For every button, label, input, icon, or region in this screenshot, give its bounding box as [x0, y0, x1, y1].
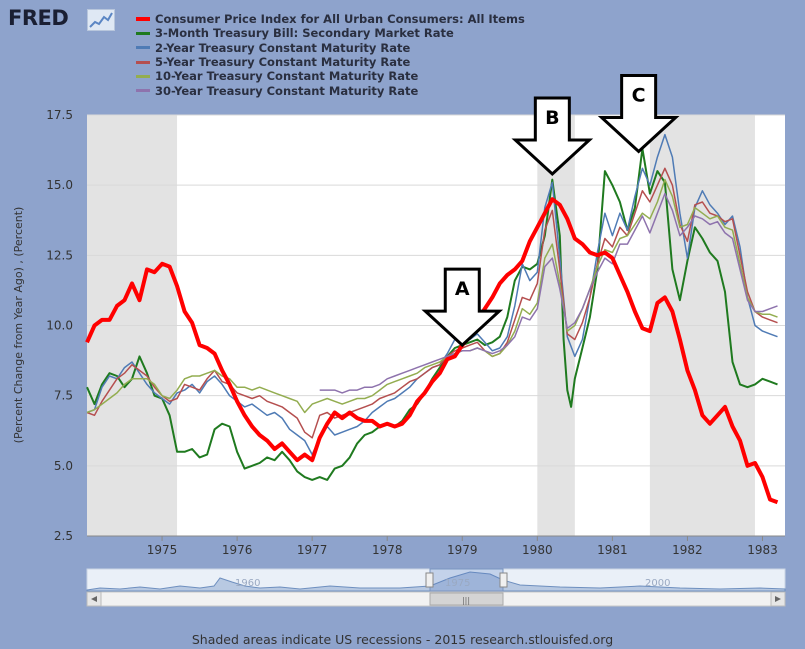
legend-item[interactable]: 30-Year Treasury Constant Maturity Rate — [136, 83, 525, 98]
legend-item[interactable]: 3-Month Treasury Bill: Secondary Market … — [136, 26, 525, 40]
legend-swatch — [136, 89, 150, 93]
scrollbar-thumb[interactable] — [429, 592, 504, 606]
y-tick-label: 10.0 — [46, 319, 73, 333]
annotation-label: B — [545, 107, 559, 129]
x-tick-label: 1979 — [447, 543, 478, 557]
legend-swatch — [136, 17, 150, 22]
y-axis-label: (Percent Change from Year Ago) , (Percen… — [12, 207, 25, 444]
annotation-label: A — [455, 278, 470, 300]
legend-label: 5-Year Treasury Constant Maturity Rate — [155, 55, 411, 70]
chart-legend: Consumer Price Index for All Urban Consu… — [136, 12, 525, 98]
annotation-arrow — [511, 96, 594, 176]
y-tick-label: 2.5 — [54, 529, 73, 543]
x-tick-label: 1983 — [747, 543, 778, 557]
y-tick-label: 17.5 — [46, 108, 73, 122]
x-tick-label: 1981 — [597, 543, 628, 557]
scrollbar-grip-icon: ||| — [462, 596, 470, 605]
legend-label: 2-Year Treasury Constant Maturity Rate — [155, 40, 411, 55]
fred-logo: FRED — [8, 6, 69, 30]
legend-swatch — [136, 60, 150, 64]
chart-svg: A B C 2.5 5.0 7.5 10.0 12.5 15.0 17.5 1975 1976 197… — [12, 73, 786, 607]
legend-label: 10-Year Treasury Constant Maturity Rate — [155, 69, 419, 84]
navigator-left-handle[interactable] — [425, 572, 434, 588]
legend-item[interactable]: Consumer Price Index for All Urban Consu… — [136, 12, 525, 26]
x-tick-label: 1975 — [147, 543, 178, 557]
y-tick-label: 12.5 — [46, 248, 73, 262]
legend-item[interactable]: 10-Year Treasury Constant Maturity Rate — [136, 69, 525, 83]
navigator-tick-1975: 1975 — [445, 578, 470, 589]
x-tick-label: 1977 — [297, 543, 328, 557]
fred-chart-icon — [87, 9, 115, 31]
series-line — [86, 178, 778, 414]
legend-label: Consumer Price Index for All Urban Consu… — [155, 12, 525, 27]
legend-label: 30-Year Treasury Constant Maturity Rate — [155, 83, 419, 98]
navigator-right-handle[interactable] — [499, 572, 508, 588]
legend-swatch — [136, 31, 150, 35]
series-line — [319, 192, 778, 394]
x-tick-label: 1980 — [522, 543, 553, 557]
navigator-tick-1960: 1960 — [235, 578, 260, 589]
series-line — [85, 197, 779, 505]
scroll-right-arrow-icon — [775, 596, 781, 602]
annotation-arrow — [597, 73, 680, 154]
navigator-tick-2000: 2000 — [645, 578, 670, 589]
legend-item[interactable]: 5-Year Treasury Constant Maturity Rate — [136, 55, 525, 69]
annotation-label: C — [632, 84, 646, 106]
series-line — [86, 167, 778, 439]
y-tick-label: 7.5 — [54, 389, 73, 403]
x-tick-label: 1976 — [222, 543, 253, 557]
x-tick-label: 1978 — [372, 543, 403, 557]
series-line — [86, 147, 778, 481]
annotation-arrow — [421, 267, 504, 348]
legend-swatch — [136, 74, 150, 78]
legend-label: 3-Month Treasury Bill: Secondary Market … — [155, 26, 454, 41]
legend-swatch — [136, 46, 150, 50]
y-tick-label: 5.0 — [54, 459, 73, 473]
y-tick-label: 15.0 — [46, 178, 73, 192]
navigator-sparkline — [86, 571, 786, 592]
scroll-left-arrow-icon — [91, 596, 97, 602]
x-tick-label: 1982 — [672, 543, 703, 557]
legend-item[interactable]: 2-Year Treasury Constant Maturity Rate — [136, 41, 525, 55]
footer-note: Shaded areas indicate US recessions - 20… — [191, 632, 614, 647]
